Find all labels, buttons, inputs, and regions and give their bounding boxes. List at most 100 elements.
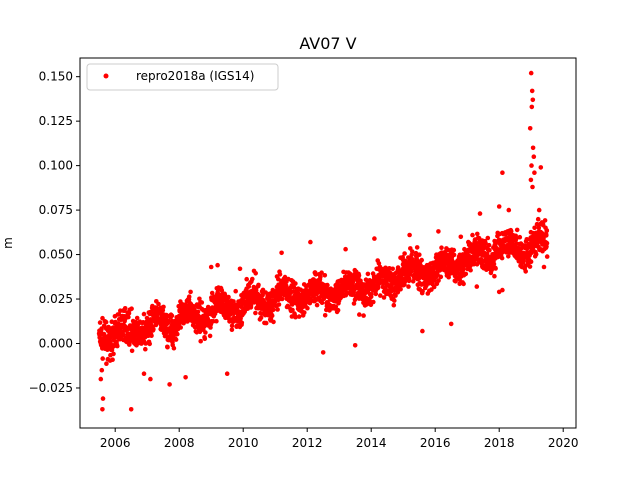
data-point — [475, 231, 480, 237]
data-point — [486, 242, 492, 248]
data-point — [527, 264, 533, 269]
data-point — [143, 346, 148, 352]
data-point — [414, 245, 420, 250]
data-point — [373, 291, 379, 297]
data-point — [529, 163, 534, 168]
chart-title: AV07 V — [299, 34, 356, 53]
legend-marker — [103, 73, 109, 79]
data-point — [533, 251, 539, 257]
data-point — [446, 274, 452, 280]
data-point — [269, 313, 275, 319]
data-point — [390, 266, 396, 272]
data-point — [100, 315, 105, 321]
data-point — [536, 225, 542, 231]
data-point — [436, 278, 441, 283]
data-point — [313, 272, 319, 277]
data-point — [463, 271, 469, 277]
data-point — [393, 293, 398, 298]
data-point — [369, 292, 374, 297]
data-point — [263, 320, 269, 326]
data-point — [110, 357, 115, 363]
data-point — [165, 344, 170, 350]
data-point — [229, 323, 235, 329]
data-point — [128, 407, 134, 412]
data-point — [410, 249, 415, 254]
data-point — [483, 241, 488, 246]
data-point — [420, 328, 425, 334]
data-point — [141, 311, 147, 317]
data-point — [438, 274, 444, 280]
data-point — [416, 276, 422, 281]
data-points — [96, 70, 550, 412]
data-point — [171, 345, 177, 351]
data-point — [392, 298, 397, 303]
data-point — [406, 284, 411, 289]
data-point — [319, 300, 325, 306]
y-tick-label: 0.075 — [39, 203, 73, 217]
data-point — [253, 271, 258, 276]
data-point — [356, 273, 362, 278]
data-point — [496, 204, 502, 209]
data-point — [436, 229, 441, 234]
legend-box — [86, 63, 279, 91]
data-point — [474, 284, 480, 289]
data-point — [532, 170, 537, 175]
data-point — [246, 284, 252, 289]
x-axis: 2006 2008 2010 2012 2014 2016 2018 2020 — [100, 428, 578, 450]
data-point — [458, 234, 464, 240]
y-axis-label: m — [1, 237, 15, 249]
data-point — [282, 274, 288, 280]
data-point — [493, 266, 498, 271]
data-point — [99, 367, 105, 373]
data-point — [319, 270, 324, 276]
data-point — [333, 304, 339, 310]
x-tick-label: 2008 — [164, 436, 195, 450]
x-tick-label: 2014 — [356, 436, 387, 450]
data-point — [395, 290, 401, 295]
data-point — [98, 376, 104, 382]
data-point — [451, 247, 457, 253]
data-point — [325, 282, 330, 288]
data-point — [485, 235, 491, 241]
data-point — [534, 221, 540, 227]
data-point — [169, 313, 175, 319]
data-point — [293, 314, 298, 320]
data-point — [506, 253, 511, 259]
data-point — [314, 302, 320, 308]
y-axis: −0.025 0.000 0.025 0.050 0.075 0.100 0.125 0.15… — [29, 70, 80, 395]
data-point — [290, 307, 295, 313]
data-point — [148, 376, 153, 382]
data-point — [420, 289, 425, 294]
data-point — [517, 234, 523, 240]
data-point — [202, 336, 208, 342]
data-point — [173, 337, 179, 342]
data-point — [528, 259, 534, 265]
data-point — [320, 350, 326, 355]
data-point — [335, 307, 341, 313]
data-point — [491, 261, 497, 267]
data-point — [244, 276, 249, 282]
data-point — [381, 295, 387, 300]
data-point — [279, 250, 284, 256]
data-point — [322, 313, 328, 318]
data-point — [372, 236, 377, 241]
data-point — [188, 289, 193, 295]
data-point — [419, 257, 425, 263]
data-point — [275, 307, 280, 312]
data-point — [357, 312, 362, 317]
data-point — [541, 264, 547, 270]
data-point — [214, 318, 219, 324]
data-point — [203, 330, 208, 335]
data-point — [487, 247, 492, 253]
data-point — [308, 239, 313, 245]
data-point — [402, 251, 407, 256]
data-point — [406, 276, 412, 282]
data-point — [305, 305, 310, 311]
data-point — [296, 314, 302, 319]
data-point — [231, 299, 236, 304]
data-point — [524, 237, 530, 242]
data-point — [100, 407, 105, 412]
data-point — [468, 267, 473, 273]
data-point — [111, 351, 116, 357]
